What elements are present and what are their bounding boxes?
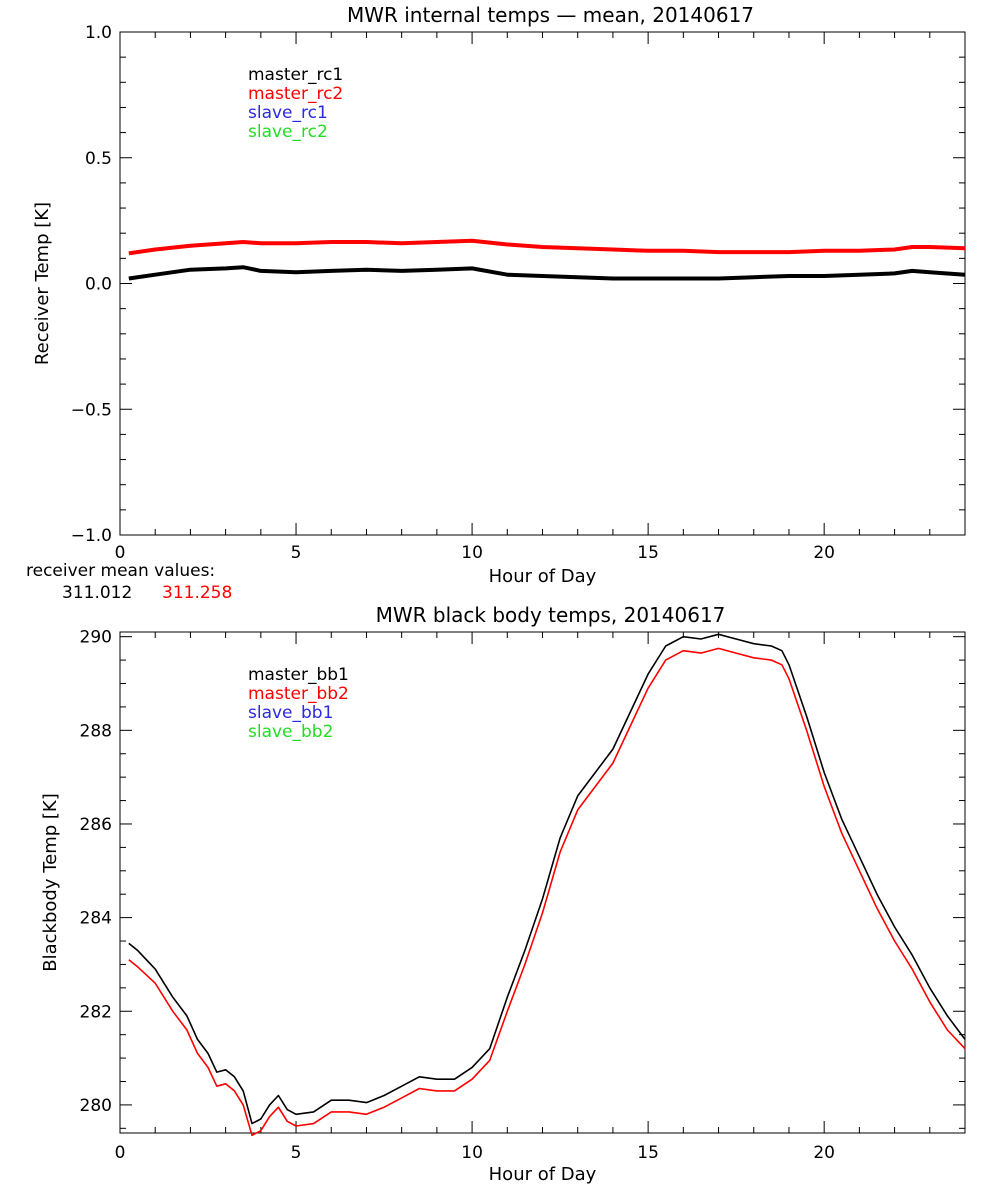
x-tick-label: 20 (813, 1143, 835, 1163)
receiver-mean-value-1: 311.012 (62, 583, 132, 603)
y-tick-label: 0.5 (85, 149, 112, 169)
chart-title: MWR black body temps, 20140617 (376, 603, 726, 627)
receiver-mean-value-2: 311.258 (162, 583, 232, 603)
x-axis-label: Hour of Day (489, 566, 597, 587)
y-tick-label: −0.5 (71, 400, 112, 420)
series-line-master_rc2 (128, 238, 966, 256)
chart-title: MWR internal temps — mean, 20140617 (347, 3, 754, 27)
y-tick-label: 0.0 (85, 275, 112, 295)
x-tick-label: 0 (115, 1143, 126, 1163)
legend-entry-master_bb1: master_bb1 (248, 665, 349, 685)
x-tick-label: 0 (115, 543, 126, 563)
y-tick-label: 280 (80, 1096, 112, 1116)
y-tick-label: 286 (80, 815, 112, 835)
x-tick-label: 20 (813, 543, 835, 563)
series-line-master_bb2 (128, 647, 966, 1137)
y-tick-label: 290 (80, 628, 112, 648)
legend-entry-master_bb2: master_bb2 (248, 684, 349, 704)
legend-entry-slave_rc2: slave_rc2 (248, 122, 328, 142)
y-tick-label: 288 (80, 721, 112, 741)
y-tick-label: 282 (80, 1002, 112, 1022)
series-line-master_rc1 (128, 265, 966, 281)
plot-frame (119, 31, 966, 536)
y-tick-label: 1.0 (85, 23, 112, 43)
x-tick-label: 15 (637, 1143, 659, 1163)
x-tick-label: 10 (461, 1143, 483, 1163)
x-axis-label: Hour of Day (489, 1164, 597, 1185)
legend-entry-slave_bb1: slave_bb1 (248, 703, 333, 723)
legend-entry-slave_bb2: slave_bb2 (248, 722, 333, 742)
legend-entry-slave_rc1: slave_rc1 (248, 103, 328, 123)
y-axis-label: Blackbody Temp [K] (40, 793, 61, 971)
y-tick-label: 284 (80, 909, 112, 929)
plot-frame (119, 631, 966, 1134)
x-tick-label: 5 (291, 543, 302, 563)
x-tick-label: 15 (637, 543, 659, 563)
receiver-mean-label: receiver mean values: (26, 561, 215, 581)
series-line-master_bb1 (128, 633, 966, 1125)
chart-2: MWR black body temps, 20140617 0 5 10 15 20 28… (40, 603, 966, 1185)
y-axis-label: Receiver Temp [K] (32, 202, 53, 365)
legend-entry-master_rc1: master_rc1 (248, 65, 343, 85)
x-tick-label: 5 (291, 1143, 302, 1163)
x-tick-label: 10 (461, 543, 483, 563)
legend-entry-master_rc2: master_rc2 (248, 84, 343, 104)
chart-1: MWR internal temps — mean, 20140617 0 5 10 1… (32, 3, 966, 587)
y-tick-label: −1.0 (71, 526, 112, 546)
